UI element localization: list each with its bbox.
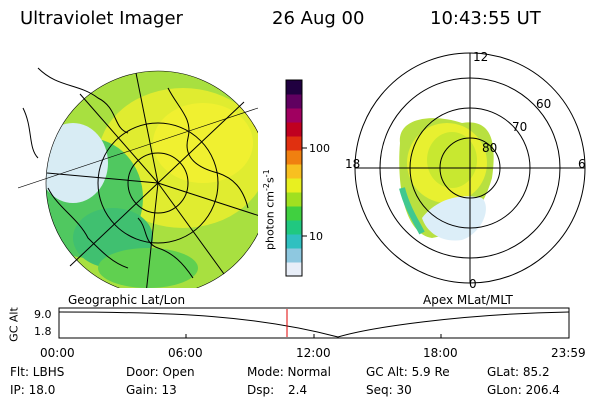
dsp-value: 2.4	[288, 383, 308, 397]
seq-info: Seq: 30	[366, 383, 412, 397]
timeline-xtick-0: 00:00	[40, 346, 75, 360]
mlt-label-6: 6	[578, 157, 586, 171]
lat-label-70: 70	[512, 120, 527, 134]
colorbar-swatch	[286, 192, 302, 207]
geographic-caption: Geographic Lat/Lon	[68, 293, 186, 307]
mlt-label-12: 12	[473, 50, 488, 64]
gc-alt-info: GC Alt: 5.9 Re	[366, 365, 450, 379]
colorbar-swatch	[286, 206, 302, 221]
colorbar-swatch	[286, 164, 302, 179]
colorbar-tick-100: 100	[309, 142, 330, 155]
date-label: 26 Aug 00	[272, 8, 365, 29]
colorbar-swatch	[286, 122, 302, 137]
colorbar-swatch	[286, 220, 302, 235]
colorbar-tick-10: 10	[309, 230, 323, 243]
mode-info: Mode: Normal	[247, 365, 331, 379]
mlt-label-0: 0	[469, 277, 477, 291]
timeline-tick-bottom: 1.8	[34, 325, 52, 338]
magnetic-map: 80 70 60 12 18 6 0	[345, 50, 586, 291]
glat-info: GLat: 85.2	[487, 365, 550, 379]
timeline-xtick-3: 18:00	[423, 346, 458, 360]
orbit-timeline	[58, 307, 570, 339]
colorbar-label: photon cm-2s-1	[262, 169, 277, 250]
filter-info: Flt: LBHS	[10, 365, 65, 379]
colorbar-swatch	[286, 262, 302, 277]
colorbar-swatch	[286, 234, 302, 249]
colorbar-swatch	[286, 150, 302, 165]
ip-info: IP: 18.0	[10, 383, 56, 397]
colorbar: 100 10	[285, 79, 330, 277]
colorbar-swatch	[286, 178, 302, 193]
time-label: 10:43:55 UT	[430, 8, 541, 29]
timeline-xtick-4: 23:59	[551, 346, 586, 360]
door-info: Door: Open	[126, 365, 195, 379]
apex-caption: Apex MLat/MLT	[423, 293, 513, 307]
dsp-info: Dsp:	[247, 383, 275, 397]
geographic-map	[18, 67, 258, 288]
colorbar-swatch	[286, 108, 302, 123]
gain-info: Gain: 13	[126, 383, 177, 397]
timeline-ylabel: GC Alt	[7, 307, 21, 342]
timeline-xtick-1: 06:00	[168, 346, 203, 360]
colorbar-swatch	[286, 248, 302, 263]
lat-label-80: 80	[482, 141, 497, 155]
colorbar-swatch	[286, 80, 302, 95]
lat-label-60: 60	[536, 97, 551, 111]
mlt-label-18: 18	[345, 157, 360, 171]
instrument-title: Ultraviolet Imager	[20, 8, 183, 29]
colorbar-swatch	[286, 94, 302, 109]
timeline-tick-top: 9.0	[34, 308, 52, 321]
colorbar-swatch	[286, 136, 302, 151]
glon-info: GLon: 206.4	[487, 383, 560, 397]
timeline-xtick-2: 12:00	[296, 346, 331, 360]
